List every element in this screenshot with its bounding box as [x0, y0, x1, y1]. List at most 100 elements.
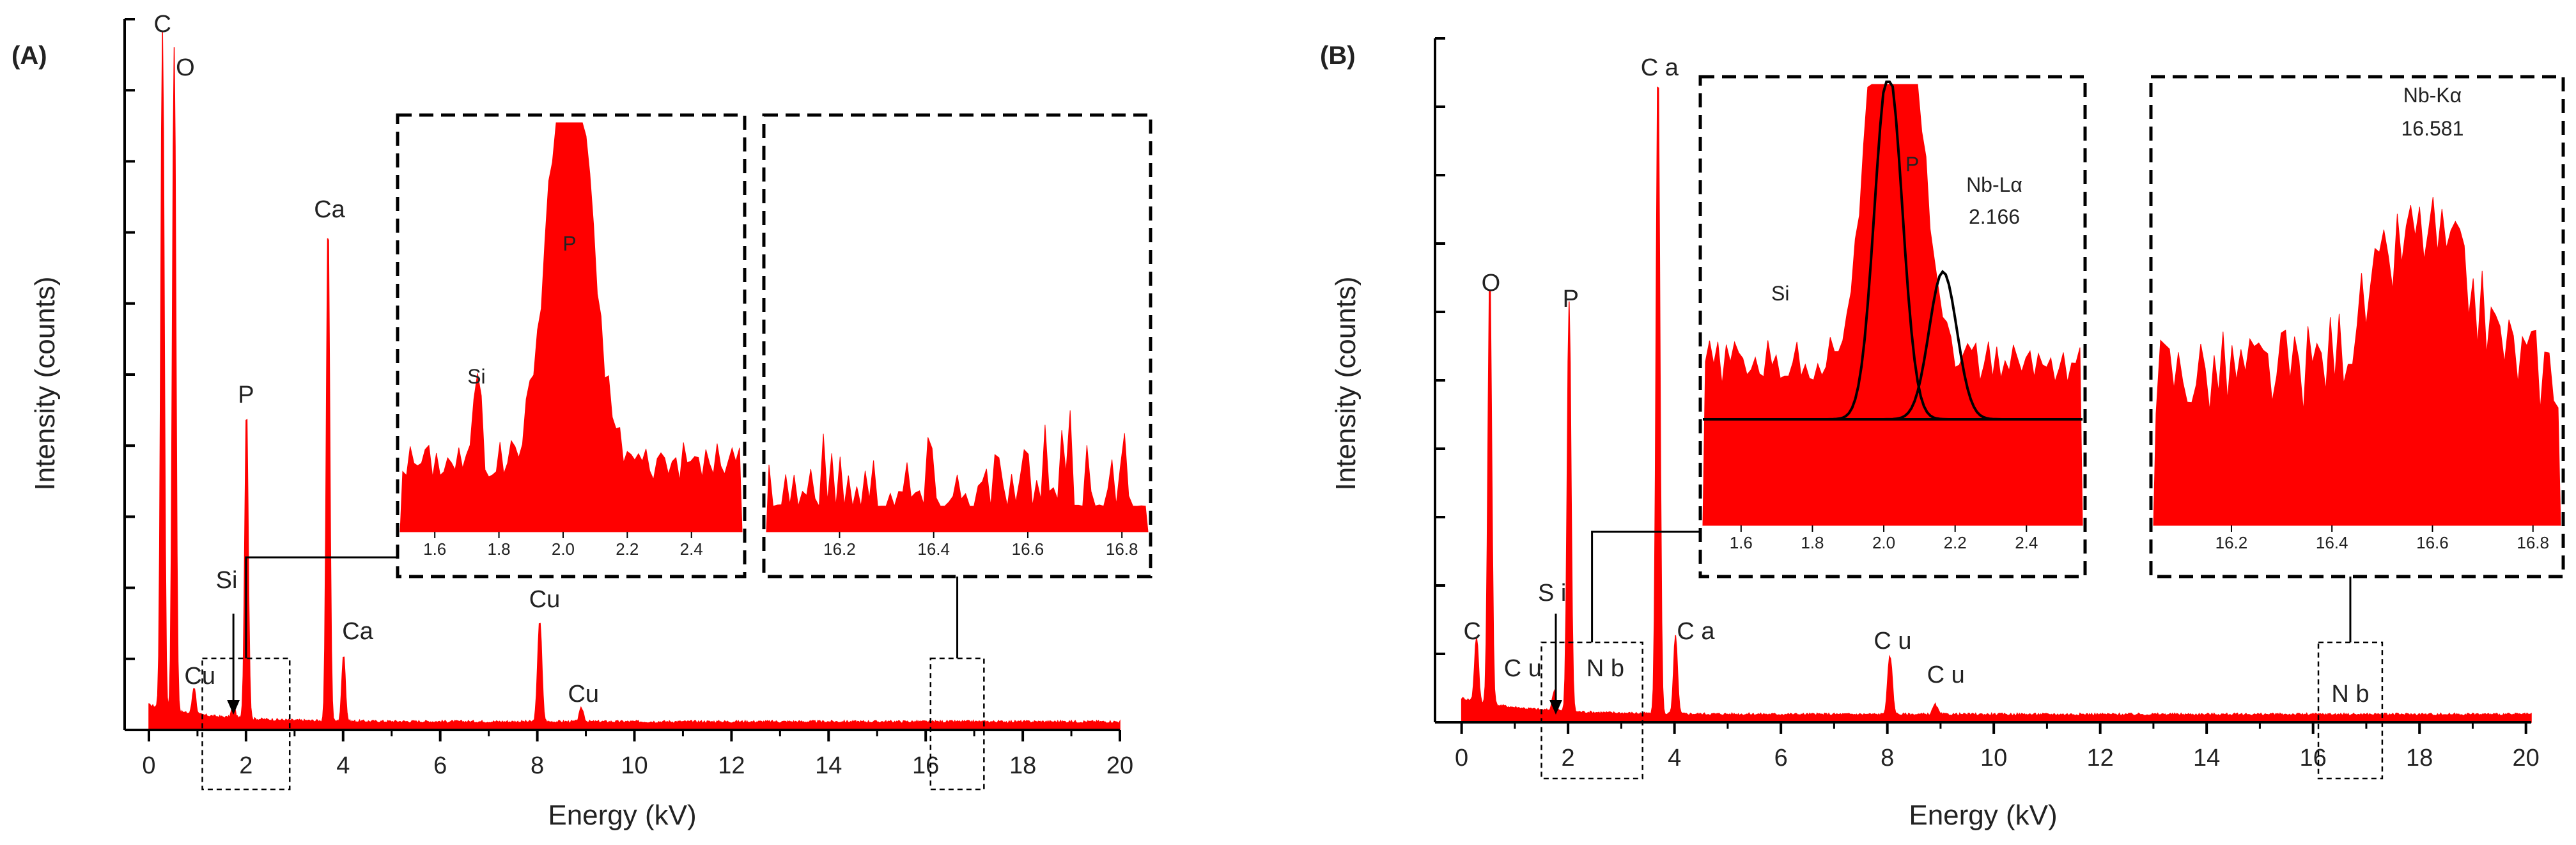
x-tick-label: 16: [2300, 745, 2327, 771]
peak-label: P: [238, 382, 254, 408]
inset-tick-label: 16.6: [2416, 533, 2449, 552]
inset-peak-label: Nb-Lα: [1966, 173, 2022, 196]
inset-2: 16.2 16.4 16.6 16.8: [762, 113, 1152, 578]
zoom-box: [1540, 641, 1643, 780]
y-axis-title: Intensity (counts): [29, 276, 61, 490]
x-tick-label: 0: [142, 752, 155, 779]
inset-tick-label: 16.6: [1012, 539, 1044, 559]
inset-1: 1.6 1.8 2.0 2.2 2.4 Si P: [396, 113, 747, 578]
x-tick-label: 12: [718, 752, 745, 779]
peak-label: Cu: [568, 681, 599, 708]
peak-label: C a: [1641, 54, 1679, 81]
inset-tick-label: 16.2: [2215, 533, 2248, 552]
inset-tick-label: 16.4: [2316, 533, 2348, 552]
inset-tick-label: 1.6: [423, 539, 446, 559]
inset-tick-label: 1.8: [1801, 533, 1824, 552]
inset-frame: [396, 113, 747, 578]
inset-tick-label: 16.4: [917, 539, 950, 559]
inset-peak-label: Nb-Kα: [2403, 84, 2462, 107]
x-tick-label: 20: [1106, 752, 1133, 779]
x-tick-label: 10: [621, 752, 648, 779]
inset-tick-label: 2.2: [616, 539, 639, 559]
inset-tick-label: 2.4: [680, 539, 703, 559]
peak-label: C: [1464, 618, 1481, 645]
inset-peak-label: Si: [1771, 282, 1789, 305]
spectrum-area: [148, 31, 1121, 731]
x-tick-label: 12: [2087, 745, 2114, 771]
inset-frame: [1698, 75, 2087, 578]
peak-label: N b: [2331, 681, 2369, 708]
chart-panel-a: 0 2 4 6 8 10 12 14 16 18 20 Energy (kV) Intensity (c…: [12, 11, 1152, 831]
zoom-box: [201, 657, 291, 791]
peak-label: O: [1482, 270, 1501, 297]
x-axis-title: Energy (kV): [548, 800, 696, 831]
inset-spectrum: [400, 122, 743, 532]
x-tick-label: 14: [2193, 745, 2220, 771]
inset-tick-label: 16.2: [823, 539, 856, 559]
inset-frame: [2149, 75, 2565, 578]
x-axis-title: Energy (kV): [1909, 800, 2057, 831]
peak-label: Ca: [314, 196, 345, 223]
zoom-box: [2317, 641, 2384, 780]
zoom-connector: [245, 556, 398, 658]
inset-tick-label: 1.6: [1730, 533, 1753, 552]
x-tick-label: 20: [2513, 745, 2540, 771]
inset-spectrum: [766, 410, 1149, 532]
inset-peak-label: 16.581: [2401, 117, 2464, 140]
chart-panel-b: 0 2 4 6 8 10 12 14 16 18 20 Energy (kV) Intensity (c…: [1320, 37, 2565, 831]
inset-peak-label: P: [563, 232, 576, 255]
x-tick-label: 6: [1774, 745, 1788, 771]
inset-spectrum: [2153, 197, 2561, 526]
inset-spectrum: [1702, 84, 2083, 526]
peak-label: Ca: [342, 618, 373, 645]
peak-label: N b: [1587, 655, 1624, 682]
peak-label: C a: [1677, 618, 1715, 645]
x-tick-label: 10: [1980, 745, 2007, 771]
x-tick-label: 4: [336, 752, 350, 779]
peak-label: C u: [1927, 662, 1965, 688]
si-arrowhead: [227, 700, 240, 715]
peak-label: O: [176, 54, 195, 81]
y-axis-title: Intensity (counts): [1330, 276, 1362, 490]
x-tick-label: 18: [2406, 745, 2433, 771]
x-tick-label: 16: [912, 752, 939, 779]
x-tick-label: 6: [433, 752, 447, 779]
x-tick-label: 4: [1668, 745, 1681, 771]
inset-peak-label: Si: [467, 365, 485, 388]
peak-label: Si: [216, 567, 238, 594]
peak-label: S i: [1538, 580, 1566, 607]
inset-tick-label: 2.0: [552, 539, 575, 559]
inset-tick-label: 2.4: [2015, 533, 2038, 552]
inset-tick-label: 1.8: [487, 539, 510, 559]
peak-label: Cu: [184, 663, 215, 690]
peak-label: C u: [1504, 655, 1542, 682]
spectrum-area: [1461, 86, 2532, 723]
inset-1: 1.6 1.8 2.0 2.2 2.4 Si P Nb-Lα 2.166: [1698, 75, 2087, 578]
inset-tick-label: 2.0: [1872, 533, 1895, 552]
x-tick-label: 8: [1881, 745, 1894, 771]
x-tick-label: 18: [1009, 752, 1036, 779]
x-tick-label: 14: [815, 752, 842, 779]
inset-peak-label: P: [1905, 153, 1919, 176]
inset-tick-label: 16.8: [2517, 533, 2549, 552]
peak-label: C u: [1874, 628, 1911, 655]
peak-label: P: [1563, 286, 1579, 313]
fit-curve: [1705, 270, 2080, 421]
inset-tick-label: 2.2: [1944, 533, 1967, 552]
x-tick-label: 8: [531, 752, 544, 779]
zoom-connector: [1591, 531, 1700, 642]
x-tick-label: 2: [239, 752, 252, 779]
si-arrowhead: [1549, 700, 1562, 715]
panel-label: (B): [1320, 42, 1356, 70]
inset-peak-label: 2.166: [1969, 205, 2020, 228]
x-tick-label: 2: [1562, 745, 1575, 771]
inset-tick-label: 16.8: [1106, 539, 1138, 559]
x-tick-label: 0: [1455, 745, 1468, 771]
panel-label: (A): [12, 42, 47, 70]
peak-label: Cu: [529, 586, 561, 613]
inset-2: 16.2 16.4 16.6 16.8 Nb-Kα 16.581: [2149, 75, 2565, 578]
peak-label: C: [154, 11, 171, 38]
inset-frame: [762, 113, 1152, 578]
zoom-box: [929, 657, 985, 791]
